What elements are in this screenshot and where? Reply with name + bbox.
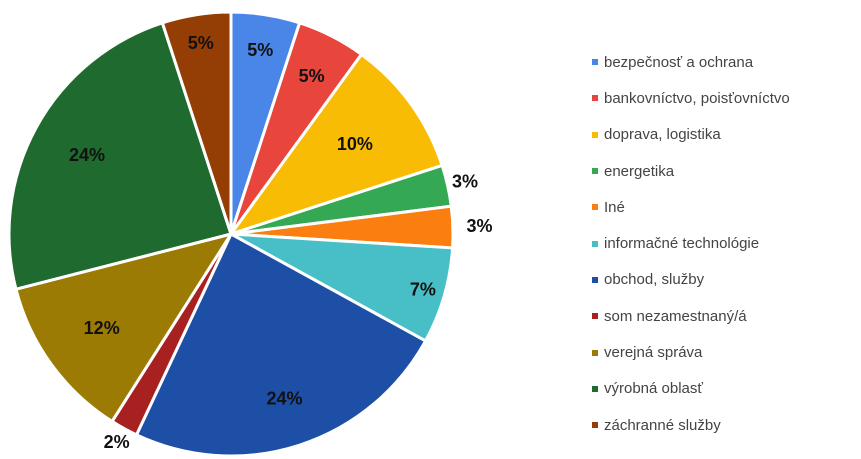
legend-item: bankovníctvo, poisťovníctvo bbox=[592, 80, 790, 116]
legend-label: energetika bbox=[604, 162, 675, 180]
slice-label: 24% bbox=[69, 145, 105, 165]
pie-slice bbox=[134, 232, 428, 458]
pie-slice bbox=[7, 21, 233, 291]
pie-chart: 5% 5% 10% 3% 3% 7% 24% 2% 12% 24% 5% bbox=[7, 10, 493, 458]
legend-item: doprava, logistika bbox=[592, 117, 790, 153]
legend-label: doprava, logistika bbox=[604, 126, 721, 144]
legend-label: záchranné služby bbox=[604, 416, 721, 434]
legend-item: som nezamestnaný/á bbox=[592, 298, 790, 334]
legend-swatch bbox=[592, 131, 598, 138]
slice-label: 3% bbox=[466, 216, 492, 236]
slice-label: 5% bbox=[247, 40, 273, 60]
legend-swatch bbox=[592, 313, 598, 320]
legend-label: bezpečnosť a ochrana bbox=[604, 53, 754, 71]
chart-legend: bezpečnosť a ochrana bankovníctvo, poisťo… bbox=[592, 44, 790, 443]
legend-swatch bbox=[592, 168, 598, 175]
legend-swatch bbox=[592, 349, 598, 356]
slice-label: 24% bbox=[266, 389, 302, 409]
legend-label: bankovníctvo, poisťovníctvo bbox=[604, 89, 790, 107]
legend-label: Iné bbox=[604, 198, 625, 216]
legend-item: bezpečnosť a ochrana bbox=[592, 44, 790, 80]
legend-item: výrobná oblasť bbox=[592, 371, 790, 407]
legend-item: záchranné služby bbox=[592, 407, 790, 443]
legend-swatch bbox=[592, 276, 598, 283]
slice-label: 2% bbox=[104, 432, 130, 452]
slice-label: 10% bbox=[337, 134, 373, 154]
legend-swatch bbox=[592, 204, 598, 211]
slice-label: 7% bbox=[410, 280, 436, 300]
legend-swatch bbox=[592, 422, 598, 429]
pie-slice bbox=[229, 52, 444, 236]
legend-item: informačné technológie bbox=[592, 225, 790, 261]
legend-label: informačné technológie bbox=[604, 235, 760, 253]
slice-label: 5% bbox=[188, 33, 214, 53]
slice-label: 3% bbox=[452, 172, 478, 192]
legend-item: verejná správa bbox=[592, 334, 790, 370]
pie-slice bbox=[14, 232, 233, 423]
slice-label: 12% bbox=[84, 318, 120, 338]
legend-swatch bbox=[592, 240, 598, 247]
legend-label: som nezamestnaný/á bbox=[604, 307, 747, 325]
legend-swatch bbox=[592, 385, 598, 392]
legend-swatch bbox=[592, 95, 598, 102]
legend-item: Iné bbox=[592, 189, 790, 225]
legend-label: verejná správa bbox=[604, 344, 703, 362]
pie-slice bbox=[160, 10, 233, 236]
legend-label: výrobná oblasť bbox=[604, 380, 704, 398]
legend-item: obchod, služby bbox=[592, 262, 790, 298]
legend-label: obchod, služby bbox=[604, 271, 705, 289]
legend-item: energetika bbox=[592, 153, 790, 189]
slice-label: 5% bbox=[299, 66, 325, 86]
legend-swatch bbox=[592, 59, 598, 66]
